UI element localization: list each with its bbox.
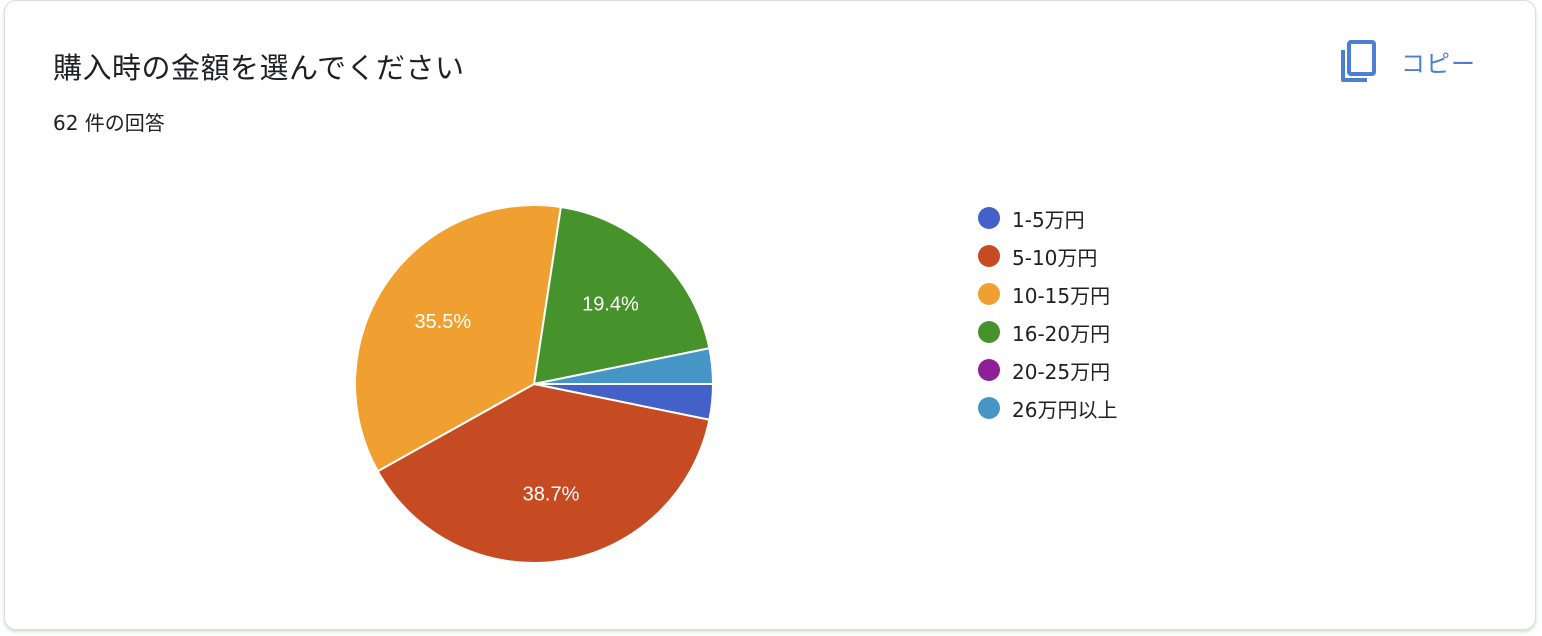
legend-label: 20-25万円 [1012, 359, 1111, 384]
pie-slice-2[interactable] [376, 382, 711, 564]
legend-item-5[interactable]: 20-25万円 [978, 351, 1117, 389]
chart-legend: 1-5万円 5-10万円 10-15万円 16-20万円 20-25万円 26万円以上 [978, 199, 1117, 427]
legend-item-2[interactable]: 5-10万円 [978, 237, 1117, 275]
slice-data-label-3: 35.5% [414, 311, 471, 333]
legend-label: 16-20万円 [1012, 321, 1111, 346]
pie-chart: 38.7% 35.5% 19.4% [354, 204, 715, 564]
legend-item-3[interactable]: 10-15万円 [978, 275, 1117, 313]
legend-label: 1-5万円 [1012, 207, 1085, 232]
slice-data-label-4: 19.4% [582, 294, 639, 316]
pie-slice-3[interactable] [354, 204, 563, 473]
legend-label: 5-10万円 [1012, 245, 1098, 270]
copy-label: コピー [1401, 49, 1476, 78]
legend-label: 26万円以上 [1012, 397, 1118, 422]
legend-swatch [978, 359, 1000, 381]
copy-icon [1341, 40, 1376, 82]
legend-label: 10-15万円 [1012, 283, 1111, 308]
legend-swatch [978, 321, 1000, 343]
question-title: 購入時の金額を選んでください [53, 51, 465, 85]
copy-button[interactable]: コピー [1337, 37, 1476, 85]
legend-swatch [978, 283, 1000, 305]
legend-swatch [978, 397, 1000, 419]
question-card: 購入時の金額を選んでください 62 件の回答 コピー 38.7% 35.5% 19.… [4, 0, 1536, 630]
pie-slice-6[interactable] [533, 347, 715, 385]
legend-item-1[interactable]: 1-5万円 [978, 199, 1117, 237]
legend-swatch [978, 245, 1000, 267]
pie-slice-4[interactable] [532, 205, 711, 386]
slice-data-label-2: 38.7% [523, 484, 580, 506]
response-count: 62 件の回答 [53, 111, 165, 135]
legend-item-4[interactable]: 16-20万円 [978, 313, 1117, 351]
legend-swatch [978, 207, 1000, 229]
legend-item-6[interactable]: 26万円以上 [978, 389, 1117, 427]
